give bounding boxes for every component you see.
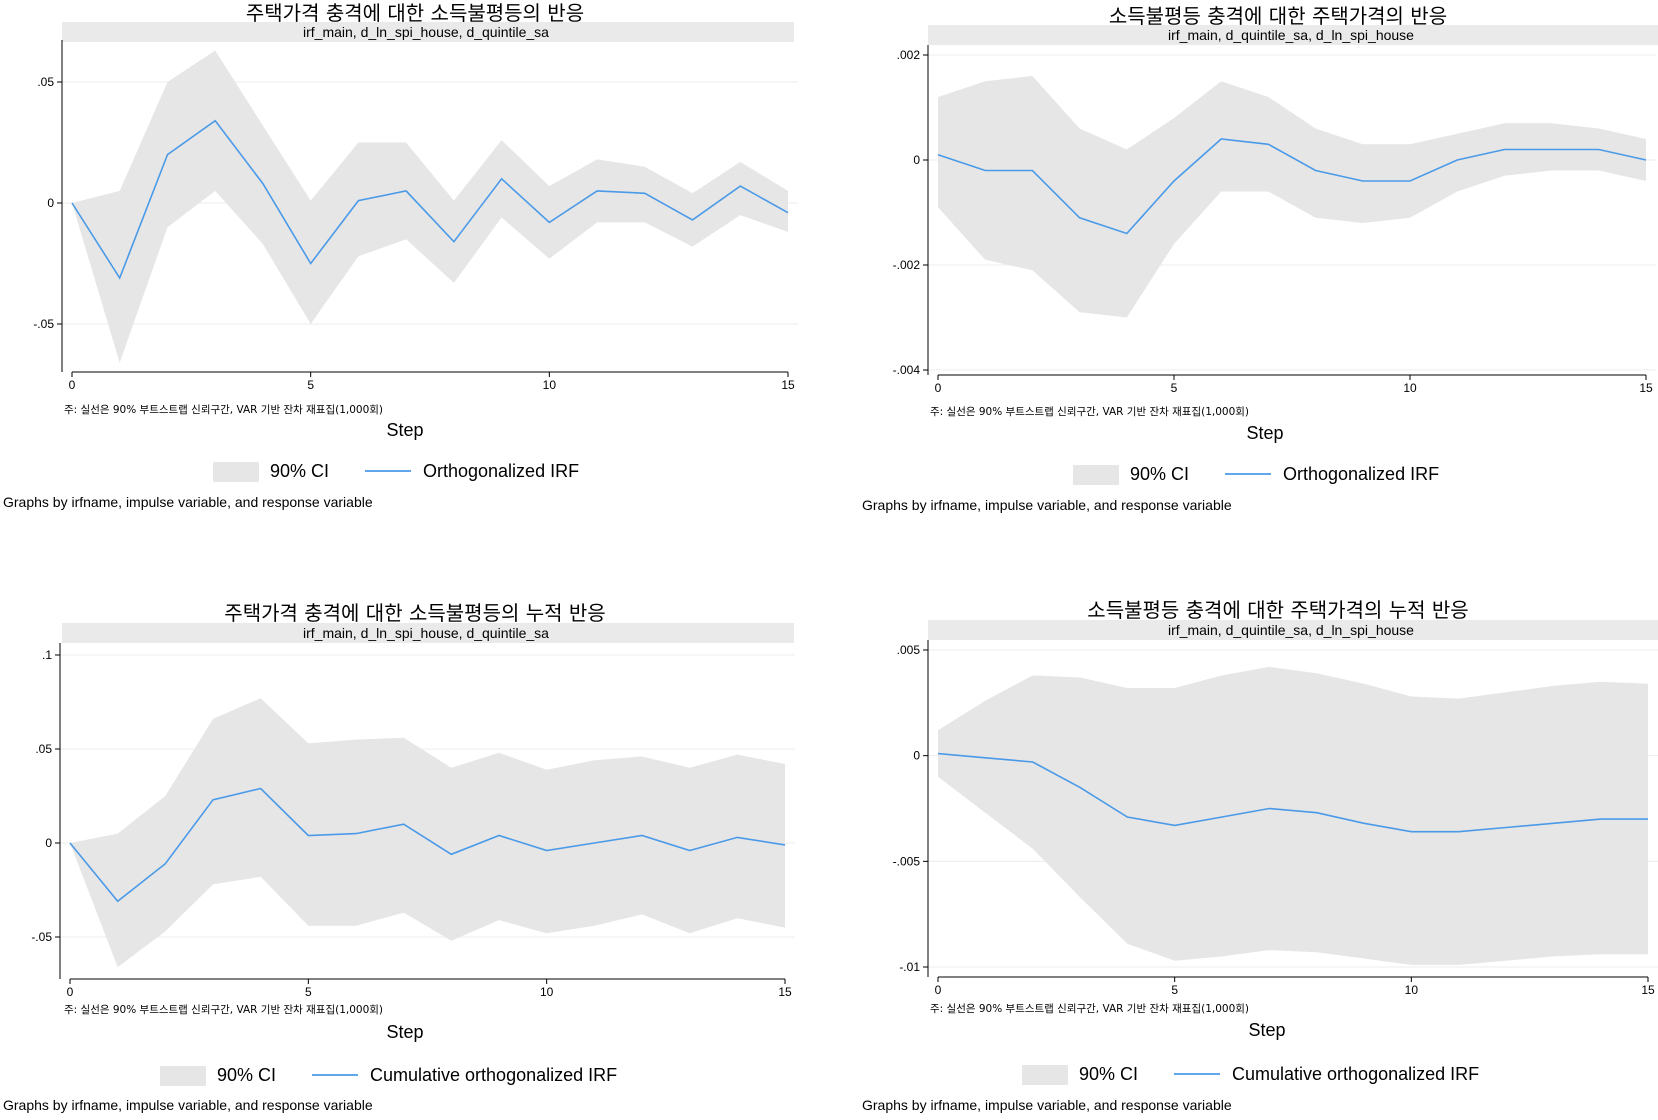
y-tick-label: 0 [47, 196, 54, 210]
legend-ci-label: 90% CI [1079, 1064, 1138, 1084]
y-tick-label: .05 [37, 75, 54, 89]
legend-ci-swatch [1073, 465, 1119, 485]
irf-line [71, 119, 789, 280]
x-tick-label: 0 [67, 985, 74, 999]
x-tick-label: 5 [1171, 983, 1178, 997]
x-axis-label: Step [1248, 1020, 1285, 1040]
x-axis-label: Step [386, 420, 423, 440]
x-tick-label: 10 [543, 378, 557, 392]
chart-note: 주: 실선은 90% 부트스트랩 신뢰구간, VAR 기반 잔차 재표집(1,0… [64, 1004, 383, 1016]
irf-line [69, 787, 786, 903]
chart-subtitle: irf_main, d_quintile_sa, d_ln_spi_house [1168, 622, 1414, 638]
x-tick-label: 5 [1171, 381, 1178, 395]
x-tick-label: 0 [935, 983, 942, 997]
graphs-by-note: Graphs by irfname, impulse variable, and… [3, 1097, 373, 1113]
x-tick-label: 0 [69, 378, 76, 392]
y-tick-label: -.05 [33, 317, 54, 331]
legend-irf-label: Cumulative orthogonalized IRF [370, 1065, 617, 1085]
x-tick-label: 0 [935, 381, 942, 395]
legend-ci-label: 90% CI [270, 461, 329, 481]
subtitle-strip [62, 623, 794, 643]
graphs-by-note: Graphs by irfname, impulse variable, and… [862, 497, 1232, 513]
legend-ci-label: 90% CI [217, 1065, 276, 1085]
x-axis-label: Step [386, 1022, 423, 1042]
legend-irf-label: Orthogonalized IRF [1283, 464, 1439, 484]
y-tick-label: -.004 [893, 363, 921, 377]
y-tick-label: -.002 [893, 258, 921, 272]
chart-title: 소득불평등 충격에 대한 주택가격의 반응 [1109, 4, 1447, 28]
ci-band [72, 50, 788, 363]
y-tick-label: 0 [913, 749, 920, 763]
y-tick-label: .1 [42, 648, 52, 662]
chart-title: 주택가격 충격에 대한 소득불평등의 반응 [246, 1, 584, 25]
subtitle-strip [928, 25, 1658, 45]
ci-band [70, 698, 785, 968]
x-tick-label: 10 [540, 985, 554, 999]
x-tick-label: 5 [305, 985, 312, 999]
subtitle-strip [62, 22, 794, 42]
legend-ci-swatch [160, 1066, 206, 1086]
irf-line [937, 752, 1648, 833]
x-tick-label: 10 [1403, 381, 1417, 395]
subtitle-strip [928, 620, 1658, 640]
legend-irf-label: Cumulative orthogonalized IRF [1232, 1064, 1479, 1084]
x-tick-label: 5 [307, 378, 314, 392]
legend-ci-label: 90% CI [1130, 464, 1189, 484]
y-tick-label: .002 [897, 48, 921, 62]
x-tick-label: 15 [781, 378, 795, 392]
y-tick-label: -.05 [31, 930, 52, 944]
x-tick-label: 15 [778, 985, 792, 999]
graphs-by-note: Graphs by irfname, impulse variable, and… [862, 1097, 1232, 1113]
irf-line [937, 138, 1647, 235]
graphs-by-note: Graphs by irfname, impulse variable, and… [3, 494, 373, 510]
legend-irf-label: Orthogonalized IRF [423, 461, 579, 481]
chart-subtitle: irf_main, d_quintile_sa, d_ln_spi_house [1168, 27, 1414, 43]
chart-title: 소득불평등 충격에 대한 주택가격의 누적 반응 [1087, 598, 1468, 622]
y-tick-label: .05 [35, 742, 52, 756]
x-tick-label: 10 [1405, 983, 1419, 997]
legend-ci-swatch [1022, 1065, 1068, 1085]
chart-subtitle: irf_main, d_ln_spi_house, d_quintile_sa [303, 24, 549, 40]
x-tick-label: 15 [1641, 983, 1655, 997]
chart-note: 주: 실선은 90% 부트스트랩 신뢰구간, VAR 기반 잔차 재표집(1,0… [930, 406, 1249, 418]
y-tick-label: 0 [913, 153, 920, 167]
y-tick-label: .005 [897, 643, 921, 657]
legend-ci-swatch [213, 462, 259, 482]
y-tick-label: -.01 [899, 960, 920, 974]
y-tick-label: -.005 [893, 854, 921, 868]
x-tick-label: 15 [1639, 381, 1653, 395]
ci-band [938, 666, 1648, 965]
chart-note: 주: 실선은 90% 부트스트랩 신뢰구간, VAR 기반 잔차 재표집(1,0… [64, 404, 383, 416]
chart-title: 주택가격 충격에 대한 소득불평등의 누적 반응 [224, 601, 605, 625]
chart-subtitle: irf_main, d_ln_spi_house, d_quintile_sa [303, 625, 549, 641]
ci-band [938, 76, 1646, 318]
y-tick-label: 0 [45, 836, 52, 850]
chart-note: 주: 실선은 90% 부트스트랩 신뢰구간, VAR 기반 잔차 재표집(1,0… [930, 1003, 1249, 1015]
x-axis-label: Step [1246, 423, 1283, 443]
